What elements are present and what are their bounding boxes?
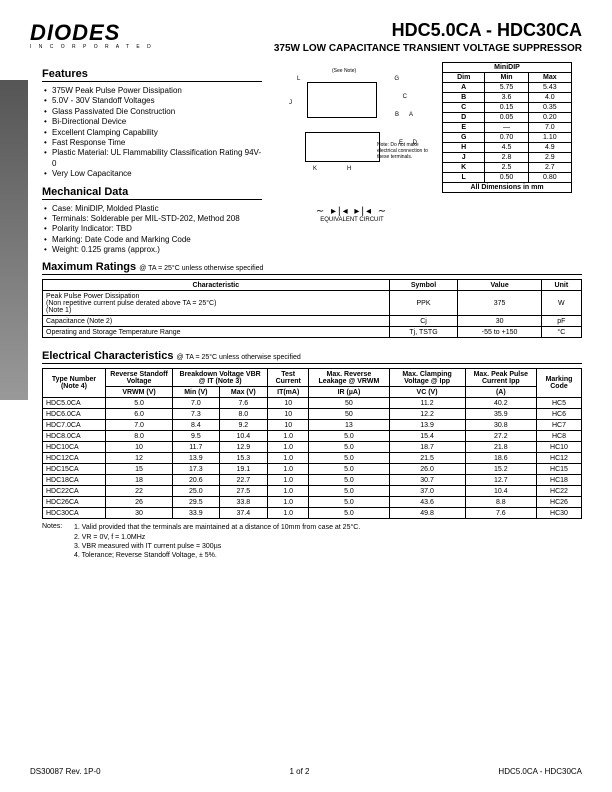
th-mrl: Max. Reverse Leakage @ VRWM [309, 369, 389, 387]
table-row: HDC22CA2225.027.51.05.037.010.4HC22 [43, 486, 582, 497]
table-row: H4.54.9 [443, 143, 572, 153]
th-tc: Test Current [268, 369, 309, 387]
mechanical-list: Case: MiniDIP, Molded PlasticTerminals: … [42, 204, 262, 256]
list-item: 375W Peak Pulse Power Dissipation [42, 86, 262, 96]
logo-main: DIODES [30, 20, 160, 46]
diagram-note: Note: Do not make electrical connection … [377, 142, 437, 160]
th-rsv: Reverse Standoff Voltage [105, 369, 172, 387]
title-sub: 375W LOW CAPACITANCE TRANSIENT VOLTAGE S… [274, 43, 582, 54]
table-row: J2.82.9 [443, 153, 572, 163]
table-row: HDC5.0CA5.07.07.6105011.240.2HC5 [43, 398, 582, 409]
elec-title: Electrical Characteristics @ TA = 25°C u… [42, 350, 582, 364]
package-diagram: (See Note) L G C J A B D E K H Note: Do … [277, 62, 427, 202]
footer: DS30087 Rev. 1P-0 1 of 2 HDC5.0CA - HDC3… [30, 767, 582, 776]
list-item: 5.0V - 30V Standoff Voltages [42, 96, 262, 106]
minidip-footer: All Dimensions in mm [443, 183, 572, 193]
equiv-circuit: ∼ ▸|◂ ▸|◂ ∼ EQUIVALENT CIRCUIT [316, 206, 388, 223]
th-ir: IR (µA) [309, 387, 389, 398]
th-it: IT(mA) [268, 387, 309, 398]
mr-header: Unit [541, 280, 581, 291]
table-row: K2.52.7 [443, 163, 572, 173]
th-vc: VC (V) [389, 387, 465, 398]
note-item: 4. Tolerance; Reverse Standoff Voltage, … [74, 551, 360, 560]
footer-center: 1 of 2 [289, 767, 309, 776]
note-item: 2. VR = 0V, f = 1.0MHz [74, 533, 360, 542]
mr-header: Symbol [389, 280, 458, 291]
list-item: Polarity Indicator: TBD [42, 224, 262, 234]
table-row: E—7.0 [443, 123, 572, 133]
mr-header: Value [458, 280, 541, 291]
table-row: HDC8.0CA8.09.510.41.05.015.427.2HC8 [43, 431, 582, 442]
list-item: Very Low Capacitance [42, 169, 262, 179]
elec-table: Type Number (Note 4) Reverse Standoff Vo… [42, 368, 582, 519]
logo-sub: I N C O R P O R A T E D [30, 44, 160, 50]
table-row: HDC10CA1011.712.91.05.018.721.8HC10 [43, 442, 582, 453]
table-row: HDC12CA1213.915.31.05.021.518.6HC12 [43, 453, 582, 464]
notes-label: Notes: [42, 523, 72, 530]
mechanical-title: Mechanical Data [42, 186, 262, 200]
minidip-title: MiniDIP [443, 63, 572, 73]
dim-header: Dim [443, 73, 485, 83]
table-row: HDC6.0CA6.07.38.0105012.235.9HC6 [43, 409, 582, 420]
dim-header: Min [485, 73, 528, 83]
table-row: L0.500.80 [443, 173, 572, 183]
table-row: D0.050.20 [443, 113, 572, 123]
notes: Notes: 1. Valid provided that the termin… [42, 523, 582, 559]
list-item: Glass Passivated Die Construction [42, 107, 262, 117]
th-bv: Breakdown Voltage VBR @ IT (Note 3) [173, 369, 268, 387]
features-title: Features [42, 68, 262, 82]
title-block: HDC5.0CA - HDC30CA 375W LOW CAPACITANCE … [274, 20, 582, 54]
list-item: Bi-Directional Device [42, 117, 262, 127]
th-vrwm: VRWM (V) [105, 387, 172, 398]
note-item: 1. Valid provided that the terminals are… [74, 523, 360, 532]
table-row: HDC7.0CA7.08.49.2101313.930.8HC7 [43, 420, 582, 431]
maxratings-title: Maximum Ratings @ TA = 25°C unless other… [42, 261, 582, 275]
table-row: B3.64.0 [443, 93, 572, 103]
features-list: 375W Peak Pulse Power Dissipation5.0V - … [42, 86, 262, 180]
table-row: Capacitance (Note 2)Cj30pF [43, 316, 582, 327]
th-type: Type Number (Note 4) [43, 369, 106, 398]
table-row: C0.150.35 [443, 103, 572, 113]
dim-header: Max [528, 73, 571, 83]
table-row: A5.755.43 [443, 83, 572, 93]
table-row: G0.701.10 [443, 133, 572, 143]
th-min: Min (V) [173, 387, 219, 398]
list-item: Case: MiniDIP, Molded Plastic [42, 204, 262, 214]
footer-right: HDC5.0CA - HDC30CA [498, 767, 582, 776]
eq-symbol: ∼ ▸|◂ ▸|◂ ∼ [316, 206, 388, 217]
list-item: Excellent Clamping Capability [42, 128, 262, 138]
title-main: HDC5.0CA - HDC30CA [274, 20, 582, 41]
table-row: HDC26CA2629.533.81.05.043.68.8HC26 [43, 497, 582, 508]
maxratings-table: CharacteristicSymbolValueUnit Peak Pulse… [42, 279, 582, 338]
table-row: Operating and Storage Temperature RangeT… [43, 327, 582, 338]
minidip-table: MiniDIP DimMinMax A5.755.43B3.64.0C0.150… [442, 62, 572, 193]
list-item: Plastic Material: UL Flammability Classi… [42, 148, 262, 169]
table-row: HDC30CA3033.937.41.05.049.87.6HC30 [43, 508, 582, 519]
mr-header: Characteristic [43, 280, 390, 291]
th-max: Max (V) [219, 387, 268, 398]
footer-left: DS30087 Rev. 1P-0 [30, 767, 101, 776]
table-row: Peak Pulse Power Dissipation (Non repeti… [43, 291, 582, 316]
th-mpp: Max. Peak Pulse Current Ipp [465, 369, 536, 387]
note-item: 3. VBR measured with IT current pulse = … [74, 542, 360, 551]
th-a: (A) [465, 387, 536, 398]
list-item: Marking: Date Code and Marking Code [42, 235, 262, 245]
list-item: Weight: 0.125 grams (approx.) [42, 245, 262, 255]
list-item: Fast Response Time [42, 138, 262, 148]
logo: DIODES I N C O R P O R A T E D [30, 20, 160, 50]
th-mc: Marking Code [537, 369, 582, 398]
header: DIODES I N C O R P O R A T E D HDC5.0CA … [30, 20, 582, 54]
eq-label: EQUIVALENT CIRCUIT [316, 217, 388, 223]
th-mcv: Max. Clamping Voltage @ Ipp [389, 369, 465, 387]
list-item: Terminals: Solderable per MIL-STD-202, M… [42, 214, 262, 224]
table-row: HDC15CA1517.319.11.05.026.015.2HC15 [43, 464, 582, 475]
table-row: HDC18CA1820.622.71.05.030.712.7HC18 [43, 475, 582, 486]
